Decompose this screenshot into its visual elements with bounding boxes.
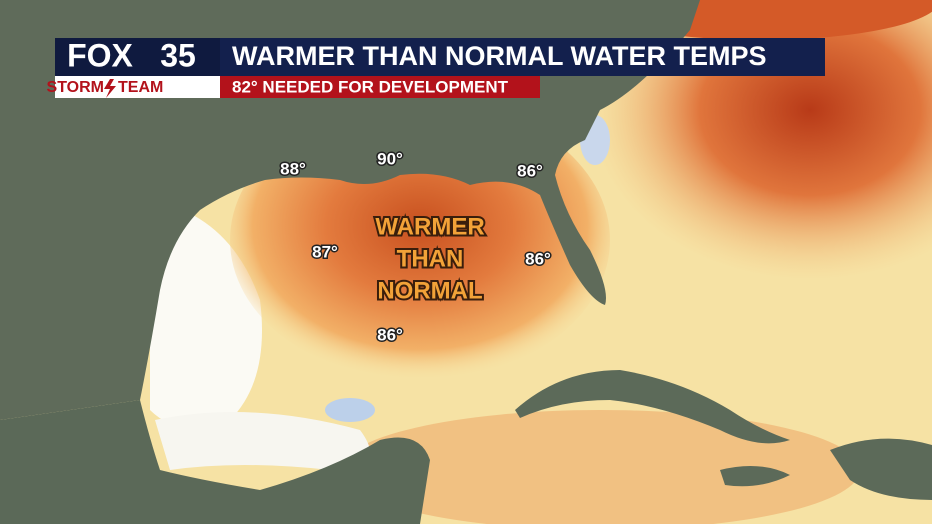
annotation: WARMER — [375, 213, 484, 240]
land-us — [0, 0, 700, 420]
temp-label: 90° — [377, 149, 403, 168]
land-hispaniola — [830, 438, 932, 500]
temp-label: 88° — [280, 159, 306, 178]
annotation: NORMAL — [377, 277, 482, 304]
temp-label: 87° — [312, 242, 338, 261]
logo-team-left: STORM — [47, 79, 104, 96]
logo-brand: FOX — [67, 37, 133, 73]
logo-channel: 35 — [160, 37, 196, 73]
temp-label: 86° — [517, 161, 543, 180]
cold-patch — [325, 398, 375, 422]
caribbean-warm — [340, 410, 860, 524]
land-cuba — [515, 370, 790, 444]
title-bar — [220, 38, 825, 76]
annotation: THAN — [397, 245, 464, 272]
temp-label: 86° — [377, 325, 403, 344]
temp-label: 86° — [525, 249, 551, 268]
logo-team-right: TEAM — [118, 79, 163, 96]
cool-water — [155, 412, 370, 470]
title: WARMER THAN NORMAL WATER TEMPS — [232, 41, 766, 71]
subtitle-bar — [220, 76, 540, 98]
land-jamaica — [720, 466, 790, 487]
subtitle: 82° NEEDED FOR DEVELOPMENT — [232, 77, 509, 96]
logo-bolt — [104, 79, 116, 98]
logo-bottom — [55, 76, 220, 98]
land-mexico — [0, 400, 430, 524]
logo-top — [55, 38, 220, 76]
